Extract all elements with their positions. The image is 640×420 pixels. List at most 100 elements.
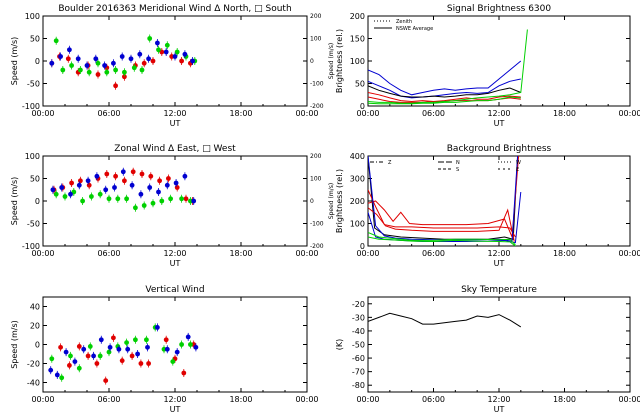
zonal-point-red <box>69 180 74 186</box>
zonal-point-green <box>106 196 112 202</box>
vertical-point-green <box>49 356 55 362</box>
zonal-point-blue <box>147 185 153 190</box>
zonal-point-blue <box>120 169 126 175</box>
background-legend-label: W <box>516 160 521 166</box>
zonal-point-blue <box>112 185 117 190</box>
vertical-point-blue <box>48 367 54 373</box>
vertical-point-green <box>144 337 149 343</box>
meridional-point-blue <box>137 51 143 57</box>
vertical-point-red <box>119 358 125 364</box>
meridional-point-green <box>174 49 180 55</box>
zonal-point-blue <box>164 182 170 188</box>
signal-ytick-label: 0 <box>360 102 365 111</box>
meridional-point-blue <box>102 63 107 68</box>
signal-series-blue-1 <box>368 78 521 99</box>
meridional-ytick-label: 0 <box>35 57 40 66</box>
zonal-point-red <box>148 173 154 179</box>
background-ytick-label: 300 <box>350 175 365 184</box>
meridional-point-red <box>169 54 175 59</box>
meridional-xtick-label: 12:00 <box>163 109 186 118</box>
vertical-point-green <box>170 359 176 364</box>
vertical-point-blue <box>185 334 191 340</box>
vertical-point-blue <box>81 346 87 352</box>
signal-series-dark-2 <box>368 85 521 98</box>
meridional-ytick-right-label: 200 <box>310 13 322 20</box>
zonal-point-green <box>168 196 174 202</box>
sky-ytick-label: -40 <box>352 327 365 336</box>
sky-xlabel: UT <box>494 405 505 414</box>
zonal-ytick-right-label: 100 <box>310 176 322 183</box>
vertical-point-green <box>188 342 193 347</box>
vertical-ytick-label: -40 <box>27 379 40 388</box>
meridional-point-green <box>113 67 118 73</box>
sky-ytick-label: -30 <box>352 313 365 322</box>
background-xlabel: UT <box>494 259 505 268</box>
signal-ytick-label: 200 <box>350 12 365 21</box>
meridional-point-blue <box>190 58 196 64</box>
sky-xtick-label: 00:00 <box>618 395 640 404</box>
vertical-xtick-label: 00:00 <box>295 395 318 404</box>
signal-ytick-label: 150 <box>350 35 365 44</box>
meridional-point-green <box>78 67 83 73</box>
meridional-ytick-right-label: -200 <box>310 103 324 110</box>
vertical-xtick-label: 18:00 <box>229 395 252 404</box>
zonal-ytick-label: -50 <box>27 220 40 229</box>
zonal-xtick-label: 12:00 <box>163 249 186 258</box>
signal-title: Signal Brightness 6300 <box>447 4 551 14</box>
meridional-point-blue <box>172 54 178 59</box>
signal-series-green-6 <box>368 96 521 105</box>
sky-series-dark-0 <box>368 312 522 328</box>
meridional-point-red <box>141 60 147 66</box>
background-series-red-1 <box>368 156 520 238</box>
zonal-point-blue <box>50 187 56 193</box>
background-ytick-label: 100 <box>350 220 365 229</box>
signal-series-green-5 <box>368 29 528 104</box>
zonal-point-blue <box>129 182 135 188</box>
zonal-panel: Zonal Wind Δ East, □ West 00:00 06:00 12:00… <box>10 144 335 268</box>
vertical-ytick-label: 20 <box>30 322 40 331</box>
zonal-point-green <box>62 194 68 199</box>
sky-xtick-label: 18:00 <box>553 395 576 404</box>
zonal-point-blue <box>156 189 161 195</box>
vertical-point-red <box>111 335 116 341</box>
zonal-point-green <box>97 191 103 197</box>
zonal-point-blue <box>94 173 100 179</box>
meridional-point-blue <box>128 56 134 62</box>
vertical-xtick-label: 12:00 <box>163 395 186 404</box>
vertical-point-blue <box>135 351 141 357</box>
zonal-ytick-right-label: -100 <box>310 221 324 228</box>
zonal-ytick-label: -100 <box>22 242 40 251</box>
vertical-point-green <box>161 346 167 352</box>
vertical-point-red <box>58 344 63 350</box>
vertical-point-red <box>94 361 100 366</box>
meridional-point-green <box>53 38 59 44</box>
background-ytick-label: 200 <box>350 197 365 206</box>
meridional-point-green <box>139 67 145 73</box>
meridional-point-red <box>122 74 127 80</box>
meridional-point-green <box>164 42 170 48</box>
vertical-plot-area <box>48 323 199 385</box>
meridional-point-blue <box>111 60 116 66</box>
meridional-point-blue <box>75 56 81 62</box>
zonal-xtick-label: 18:00 <box>229 249 252 258</box>
meridional-title: Boulder 2016363 Meridional Wind Δ North,… <box>58 4 291 14</box>
background-xtick-label: 00:00 <box>618 249 640 258</box>
background-series-green-6 <box>368 232 516 246</box>
meridional-point-green <box>69 63 74 68</box>
vertical-point-green <box>133 337 138 343</box>
signal-ylabel: Brightness (rel.) <box>335 29 344 93</box>
meridional-point-green <box>95 60 101 66</box>
vertical-point-red <box>129 353 135 359</box>
sky-ytick-label: -20 <box>352 300 365 309</box>
zonal-point-blue <box>182 173 188 179</box>
meridional-point-green <box>156 47 161 53</box>
vertical-point-blue <box>116 346 122 352</box>
zonal-ytick-label: 50 <box>30 175 40 184</box>
sky-title: Sky Temperature <box>461 285 537 295</box>
sky-xtick-label: 00:00 <box>356 395 379 404</box>
vertical-point-blue <box>174 349 180 355</box>
meridional-point-blue <box>58 54 63 59</box>
meridional-ytick-label: -100 <box>22 102 40 111</box>
zonal-point-green <box>133 205 138 211</box>
vertical-point-blue <box>63 349 69 355</box>
